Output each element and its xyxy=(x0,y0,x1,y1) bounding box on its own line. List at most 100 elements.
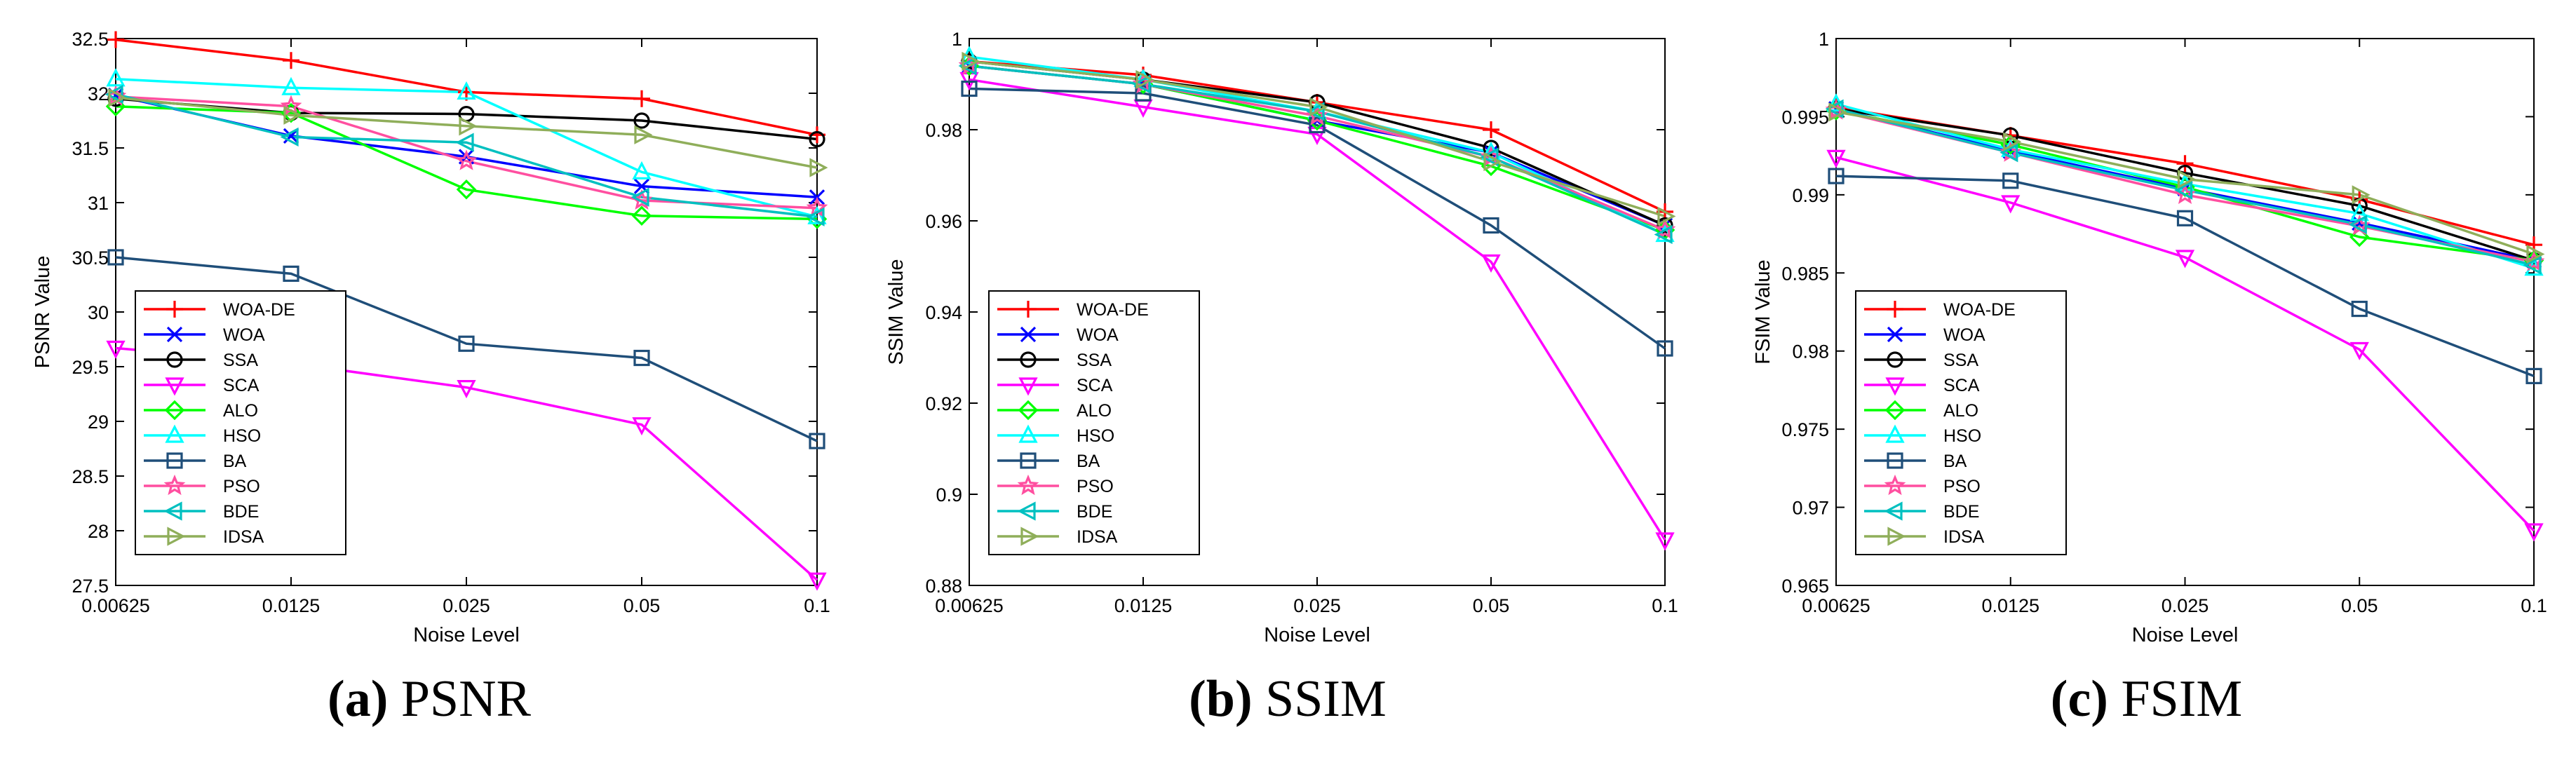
psnr-legend-marker-pso xyxy=(163,474,186,496)
fsim-point-bde xyxy=(2348,215,2367,234)
fsim-legend-label-woa-de: WOA-DE xyxy=(1943,300,2016,320)
ssim-point-bde xyxy=(1306,102,1325,121)
psnr-ytick-label: 31 xyxy=(88,193,109,214)
psnr-xtick-label: 0.1 xyxy=(804,595,830,616)
fsim-legend-marker-ba xyxy=(1887,452,1903,469)
fsim-legend-marker-idsa xyxy=(1887,527,1906,546)
psnr-point-ba xyxy=(107,249,124,266)
psnr-series-points-bde xyxy=(104,84,825,226)
psnr-point-pso xyxy=(455,149,478,170)
psnr-ylabel: PSNR Value xyxy=(32,256,54,369)
fsim-point-bde xyxy=(2523,255,2542,275)
psnr-point-bde xyxy=(280,127,299,147)
psnr-legend-label-pso: PSO xyxy=(223,477,260,496)
ssim-legend-label-woa: WOA xyxy=(1077,325,1119,345)
ssim-point-sca xyxy=(1481,254,1501,273)
fsim-legend-label-bde: BDE xyxy=(1943,502,1979,522)
ssim-ytick-label: 0.92 xyxy=(925,393,962,414)
ssim-legend-marker-sca xyxy=(1018,377,1038,396)
fsim-series-points-bde xyxy=(1825,99,2542,275)
fsim-point-idsa xyxy=(2177,169,2196,189)
fsim-legend-label-hso: HSO xyxy=(1943,426,1981,446)
psnr-legend: WOA-DE WOA SSA SCA ALO HSO BA PSO BDE IDSA xyxy=(135,290,346,555)
psnr-legend-marker-woa xyxy=(166,326,183,343)
ssim-legend-marker-idsa xyxy=(1020,527,1039,546)
ssim-ytick-label: 0.9 xyxy=(936,484,962,505)
psnr-point-sca xyxy=(807,572,827,591)
fsim-point-ba xyxy=(2002,172,2019,189)
ssim-xtick-label: 0.05 xyxy=(1473,595,1510,616)
ssim-legend-marker-bde xyxy=(1017,501,1036,521)
psnr-legend-label-woa: WOA xyxy=(223,325,265,345)
psnr-point-idsa xyxy=(283,105,302,125)
psnr-legend-marker-ba xyxy=(166,452,183,469)
ssim-point-idsa xyxy=(1483,151,1502,172)
ssim-legend: WOA-DE WOA SSA SCA ALO HSO BA PSO BDE IDSA xyxy=(988,290,1200,555)
psnr-caption-letter: (a) xyxy=(328,670,389,728)
ssim-point-idsa xyxy=(1657,206,1676,226)
psnr-series-line-ba xyxy=(115,256,818,442)
psnr-ytick-label: 29.5 xyxy=(72,357,109,378)
fsim-ytick-label: 0.98 xyxy=(1792,341,1829,362)
ssim-caption-text: SSIM xyxy=(1265,670,1387,728)
psnr-point-ssa xyxy=(633,112,650,129)
psnr-legend-marker-ssa xyxy=(166,351,183,368)
ssim-series-line-ba xyxy=(969,87,1666,350)
psnr-point-ssa xyxy=(809,130,825,148)
fsim-ytick-label: 0.965 xyxy=(1781,576,1829,597)
fsim-point-woa-de xyxy=(2176,155,2194,172)
psnr-point-sca xyxy=(632,417,652,436)
fsim-xtick-label: 0.1 xyxy=(2521,595,2547,616)
psnr-point-sca xyxy=(106,340,126,359)
psnr-legend-label-idsa: IDSA xyxy=(223,527,264,547)
fsim-legend-marker-bde xyxy=(1884,501,1903,521)
ssim-point-idsa xyxy=(962,51,980,72)
psnr-ytick-label: 29 xyxy=(88,412,109,433)
psnr-legend-label-ba: BA xyxy=(223,452,247,471)
ssim-point-ba xyxy=(1657,340,1673,357)
fsim-point-idsa xyxy=(2352,185,2371,205)
psnr-series-points-idsa xyxy=(108,88,828,177)
psnr-xtick-label: 0.025 xyxy=(443,595,490,616)
psnr-point-bde xyxy=(104,84,123,104)
fsim-point-idsa xyxy=(2526,244,2545,264)
psnr-legend-marker-alo xyxy=(164,400,185,421)
fsim-xtick-label: 0.00625 xyxy=(1802,595,1870,616)
psnr-point-ba xyxy=(458,335,475,352)
fsim-point-idsa xyxy=(2003,132,2022,151)
fsim-point-bde xyxy=(2174,180,2193,200)
ssim-chart: 0.88 0.9 0.92 0.94 0.96 0.98 1 0.00625 0.0125 0.0… xyxy=(885,29,1678,646)
fsim-point-ba xyxy=(1828,168,1845,184)
psnr-ytick-label: 32 xyxy=(88,83,109,104)
psnr-point-ba xyxy=(283,265,299,282)
ssim-ylabel: SSIM Value xyxy=(885,259,908,365)
psnr-legend-label-hso: HSO xyxy=(223,426,261,446)
ssim-point-idsa xyxy=(1135,69,1154,90)
psnr-point-hso xyxy=(632,161,652,179)
fsim-caption: (c) FSIM xyxy=(1717,667,2576,731)
ssim-point-bde xyxy=(1654,224,1673,245)
fsim-xlabel: Noise Level xyxy=(2132,624,2239,646)
panel-ssim: 0.88 0.9 0.92 0.94 0.96 0.98 1 0.00625 0.0125 0.0… xyxy=(858,0,1717,760)
psnr-point-alo xyxy=(456,179,477,200)
psnr-point-ba xyxy=(809,433,825,449)
ssim-ytick-label: 0.96 xyxy=(925,211,962,232)
psnr-point-bde xyxy=(630,187,649,207)
fsim-point-ba xyxy=(2526,367,2542,384)
psnr-ytick-label: 27.5 xyxy=(72,576,109,597)
fsim-legend-label-sca: SCA xyxy=(1943,376,1980,395)
panel-fsim: 0.965 0.97 0.975 0.98 0.985 0.99 0.995 1 0.00625… xyxy=(1717,0,2576,760)
ssim-legend-marker-pso xyxy=(1017,474,1039,496)
fsim-legend-marker-sca xyxy=(1885,377,1905,396)
psnr-legend-marker-sca xyxy=(165,377,184,396)
psnr-ytick-label: 31.5 xyxy=(72,138,109,159)
psnr-point-hso xyxy=(281,76,301,95)
fsim-ytick-label: 0.995 xyxy=(1781,107,1829,128)
psnr-point-bde xyxy=(455,133,474,152)
fsim-legend: WOA-DE WOA SSA SCA ALO HSO BA PSO BDE IDSA xyxy=(1855,290,2067,555)
ssim-ytick-label: 0.98 xyxy=(925,120,962,141)
fsim-xtick-label: 0.0125 xyxy=(1981,595,2039,616)
fsim-point-sca xyxy=(2001,195,2021,214)
fsim-legend-label-woa: WOA xyxy=(1943,325,1985,345)
fsim-caption-letter: (c) xyxy=(2050,670,2108,728)
